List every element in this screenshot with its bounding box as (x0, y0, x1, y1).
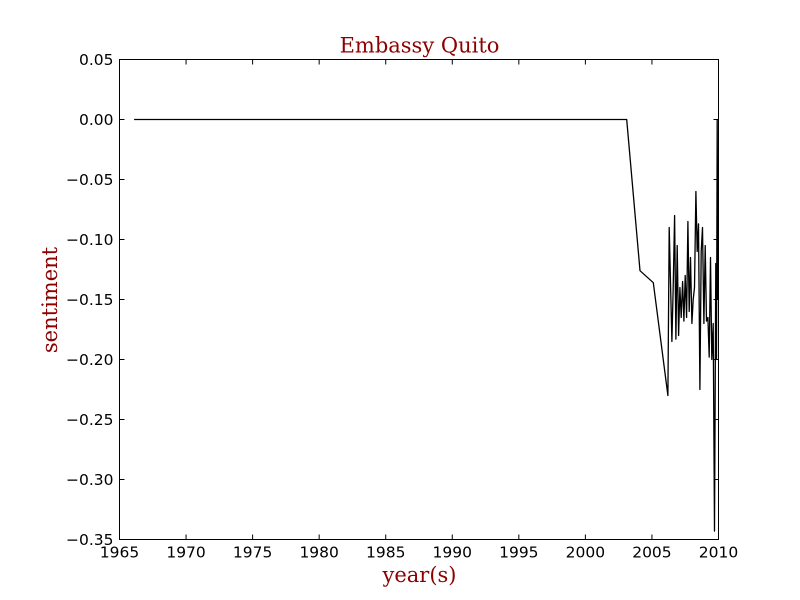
y-tick-label: 0.05 (79, 51, 114, 69)
x-tick-label: 2000 (566, 544, 605, 562)
x-tick-label: 1970 (166, 544, 205, 562)
plot-area (119, 59, 719, 540)
y-tick-label: −0.25 (66, 411, 114, 429)
series-line (134, 118, 719, 532)
chart-title: Embassy Quito (340, 34, 500, 58)
y-tick-label: −0.20 (66, 351, 114, 369)
x-tick-label: 2005 (632, 544, 671, 562)
y-tick-label: −0.15 (66, 291, 114, 309)
series-group (134, 118, 719, 532)
y-axis-label: sentiment (38, 246, 62, 353)
y-tick-label: −0.10 (66, 231, 114, 249)
x-axis: 1965 1970 1975 1980 1985 1990 1995 2000 2005 2010 (100, 59, 738, 562)
x-tick-label: 1985 (366, 544, 405, 562)
x-axis-label: year(s) (381, 563, 456, 587)
y-tick-label: 0.00 (79, 111, 114, 129)
x-tick-label: 2010 (699, 544, 738, 562)
x-tick-label: 1990 (433, 544, 472, 562)
y-tick-label: −0.30 (66, 471, 114, 489)
x-tick-label: 1980 (299, 544, 338, 562)
y-tick-label: −0.35 (66, 531, 114, 549)
y-tick-label: −0.05 (66, 171, 114, 189)
x-tick-label: 1965 (100, 544, 139, 562)
y-axis: 0.05 0.00 −0.05 −0.10 −0.15 −0.20 −0.25 −0.30 −0… (66, 51, 719, 549)
x-tick-label: 1975 (233, 544, 272, 562)
x-tick-label: 1995 (499, 544, 538, 562)
